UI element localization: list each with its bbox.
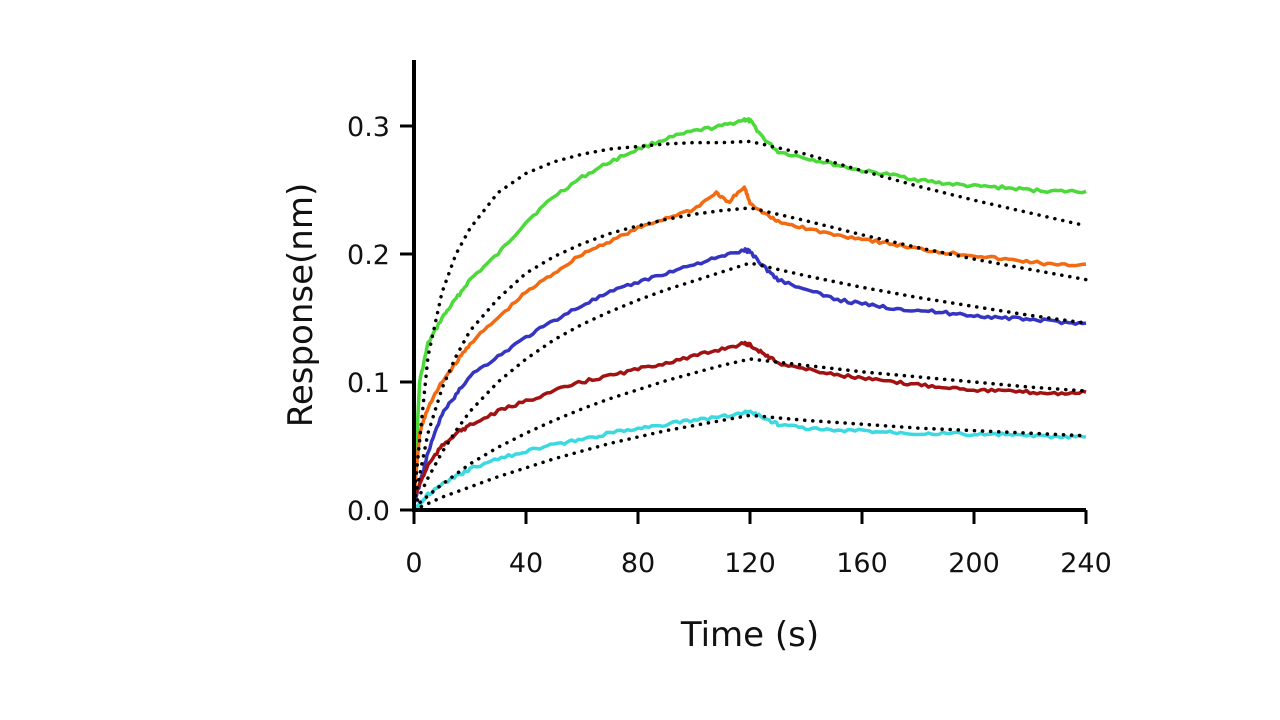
- y-tick-label: 0.2: [347, 240, 390, 271]
- fit-curve-dotted: [412, 357, 1088, 510]
- data-series-line: [412, 117, 1087, 499]
- x-tick-label: 0: [405, 548, 422, 579]
- fit-curve-dotted: [412, 261, 1088, 510]
- x-tick-label: 80: [621, 548, 655, 579]
- y-axis-label: Response(nm): [281, 183, 321, 428]
- data-series-line: [412, 185, 1087, 497]
- x-tick-label: 160: [836, 548, 888, 579]
- data-series-line: [412, 247, 1087, 505]
- x-tick-label: 40: [509, 548, 543, 579]
- fit-curve-dotted: [412, 413, 1088, 512]
- x-axis-label: Time (s): [680, 615, 819, 655]
- x-tick-label: 120: [724, 548, 776, 579]
- y-tick-label: 0.3: [347, 112, 390, 143]
- data-series-line: [412, 409, 1087, 512]
- y-tick-label: 0.0: [347, 496, 390, 527]
- fit-curve-dotted: [412, 139, 1088, 499]
- fit-curve-dotted: [412, 206, 1088, 506]
- data-series-line: [412, 340, 1087, 499]
- axes: [412, 60, 1086, 512]
- x-tick-label: 240: [1060, 548, 1112, 579]
- y-tick-label: 0.1: [347, 368, 390, 399]
- x-tick-label: 200: [948, 548, 1000, 579]
- plot-area: [412, 117, 1088, 512]
- axis-ticks: 0 40 80 120 160 200 240 0.0 0.1 0.2 0.3: [347, 112, 1112, 579]
